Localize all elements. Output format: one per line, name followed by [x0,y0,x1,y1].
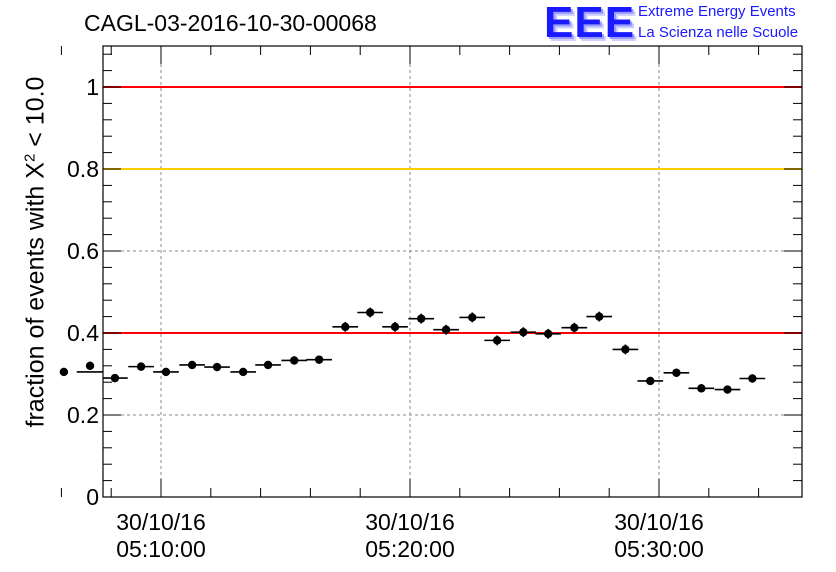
data-point [263,360,273,370]
data-point [85,361,95,370]
data-point [621,345,630,354]
x-tick-label-time: 05:10:00 [116,536,206,562]
plot-frame [102,45,803,498]
data-point [646,376,655,386]
data-point [417,314,426,323]
y-tick-label: 0.2 [67,402,99,428]
x-tick-label-date: 30/10/16 [614,509,704,535]
y-tick-label: 0 [86,484,99,510]
data-point [519,327,528,337]
x-tick-label-time: 05:30:00 [614,536,704,562]
data-point [748,374,757,383]
data-point [672,368,681,377]
y-tick-label: 0.8 [67,156,99,182]
x-tick-label-date: 30/10/16 [116,509,206,535]
eee-logo: EEE Extreme Energy Events La Scienza nel… [540,0,836,46]
data-point [441,325,451,334]
data-point [314,355,324,364]
data-point [187,360,197,370]
data-point [365,308,375,317]
logo-tagline-2: La Scienza nelle Scuole [638,24,799,41]
data-point [341,322,350,332]
data-point [468,313,477,322]
data-point [59,367,69,377]
data-point [390,322,400,332]
x-tick-label-time: 05:20:00 [365,536,455,562]
y-tick-label: 0.4 [67,320,99,346]
data-point [136,362,146,371]
data-point [492,336,502,345]
data-point [595,312,604,321]
data-point [570,323,579,332]
data-point [290,356,299,365]
data-point [723,385,732,394]
logo-tagline-1: Extreme Energy Events [638,3,796,20]
x-tick-label-date: 30/10/16 [365,509,455,535]
data-point [110,373,120,383]
y-tick-label: 1 [86,74,99,100]
y-tick-label: 0.6 [67,238,99,264]
eee-logo-mark: EEE [544,0,636,47]
data-point [543,329,553,339]
data-point [212,362,222,372]
data-point [161,367,171,377]
chart-title: CAGL-03-2016-10-30-00068 [84,10,377,36]
data-point [697,384,706,393]
data-point [238,367,248,377]
